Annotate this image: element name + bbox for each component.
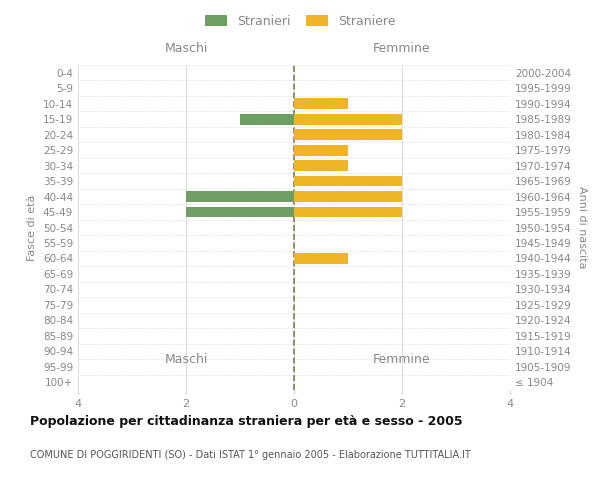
- Bar: [294, 144, 348, 156]
- Bar: [294, 98, 348, 109]
- Y-axis label: Fasce di età: Fasce di età: [28, 194, 37, 260]
- Bar: [186, 206, 294, 218]
- Text: COMUNE DI POGGIRIDENTI (SO) - Dati ISTAT 1° gennaio 2005 - Elaborazione TUTTITAL: COMUNE DI POGGIRIDENTI (SO) - Dati ISTAT…: [30, 450, 471, 460]
- Text: Maschi: Maschi: [164, 42, 208, 55]
- Text: Femmine: Femmine: [373, 353, 431, 366]
- Bar: [294, 253, 348, 264]
- Legend: Stranieri, Straniere: Stranieri, Straniere: [201, 11, 399, 32]
- Bar: [294, 160, 348, 171]
- Bar: [294, 191, 402, 202]
- Bar: [240, 114, 294, 124]
- Text: Maschi: Maschi: [164, 353, 208, 366]
- Bar: [294, 206, 402, 218]
- Bar: [294, 129, 402, 140]
- Bar: [186, 191, 294, 202]
- Text: Popolazione per cittadinanza straniera per età e sesso - 2005: Popolazione per cittadinanza straniera p…: [30, 415, 463, 428]
- Text: Femmine: Femmine: [373, 42, 431, 55]
- Bar: [294, 176, 402, 186]
- Bar: [294, 114, 402, 124]
- Y-axis label: Anni di nascita: Anni di nascita: [577, 186, 587, 269]
